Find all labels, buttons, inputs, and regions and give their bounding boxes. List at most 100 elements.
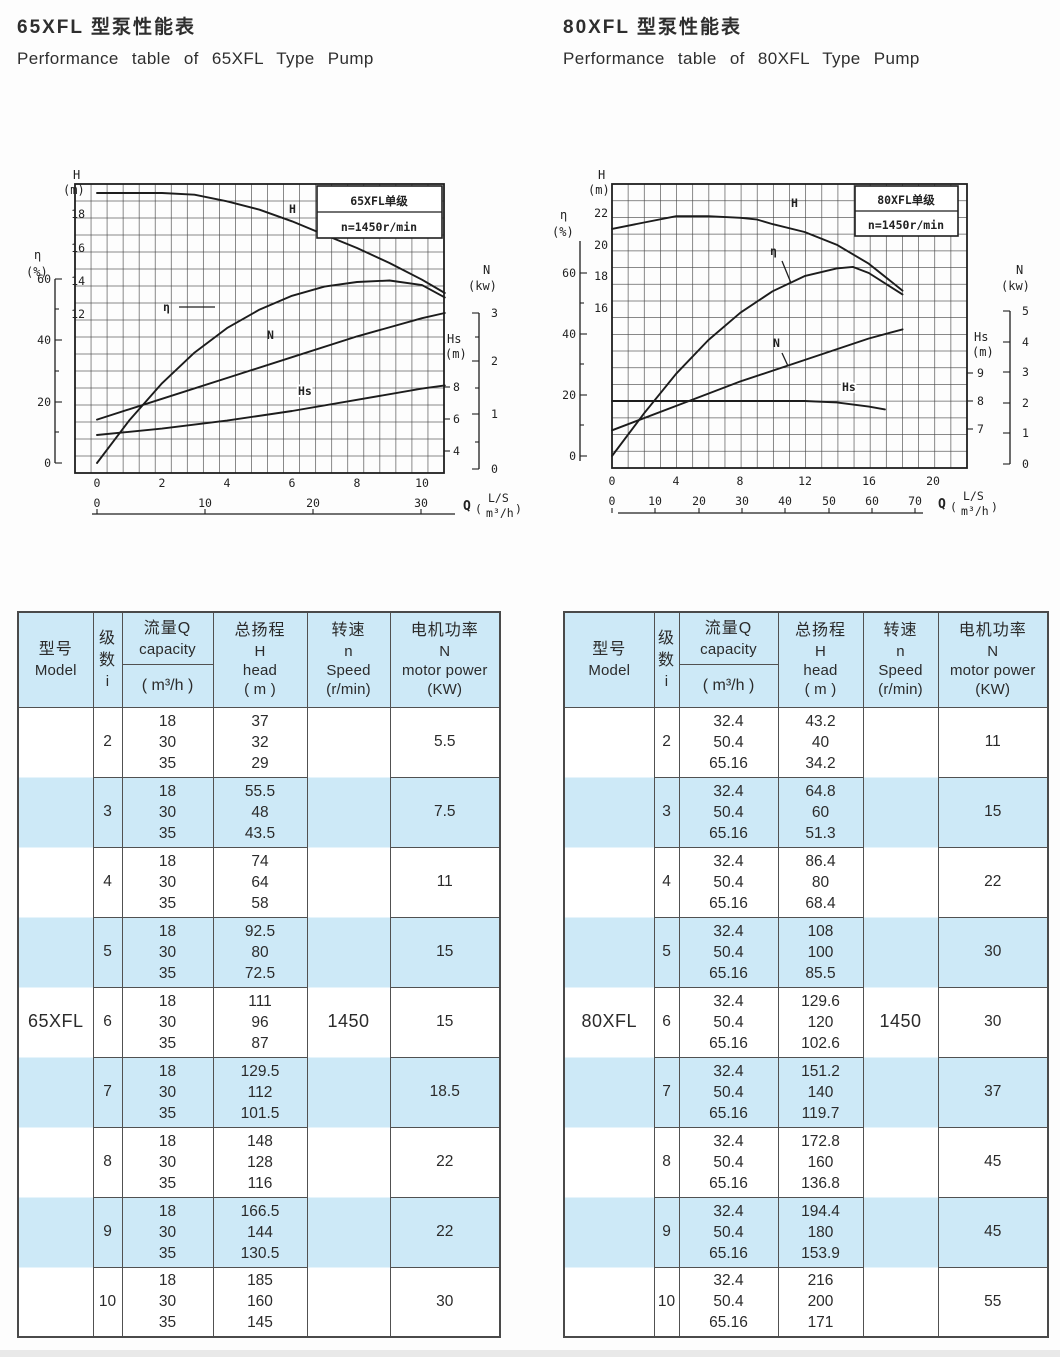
svg-text:3: 3	[1022, 365, 1029, 379]
x-axis-unit-paren-open: (	[475, 502, 482, 516]
table-row: 5 18 30 35 92.5 80 72.5 15	[18, 916, 501, 988]
svg-text:0: 0	[44, 456, 51, 470]
y-axis-ticks-Hs: 8 6 4	[453, 380, 460, 458]
y-axis-title-Hs: Hs(m)	[445, 332, 467, 361]
power-cell: 22	[389, 1196, 501, 1268]
svg-text:8: 8	[977, 394, 984, 408]
svg-text:3: 3	[491, 306, 498, 320]
curve-label-H: H	[289, 202, 296, 216]
capacity-cell: 18 30 35	[121, 1056, 214, 1128]
x-axis-ticks-m3h: 0 10 20 30 40 50 60 70	[609, 494, 922, 508]
stages-cell: 4	[653, 846, 680, 918]
head-cell: 166.5 144 130.5	[212, 1196, 308, 1268]
x-axis-title: Q	[938, 497, 946, 512]
svg-text:(m): (m)	[588, 183, 610, 197]
table-row: 10 18 30 35 185 160 145 30	[18, 1266, 501, 1338]
svg-text:20: 20	[306, 496, 320, 510]
chart-speed-label: n=1450r/min	[868, 218, 944, 232]
table-row: 8 32.4 50.4 65.16 172.8 160 136.8 45	[564, 1126, 1049, 1198]
x-axis-ticks-ls: 0 2 4 6 8 10	[94, 476, 429, 490]
svg-text:20: 20	[926, 474, 940, 488]
page-title-zh-65xfl: 65XFL 型泵性能表	[17, 17, 196, 38]
model-cell: 80XFL	[563, 706, 655, 1338]
capacity-cell: 32.4 50.4 65.16	[678, 1196, 779, 1268]
stages-cell: 9	[653, 1196, 680, 1268]
head-cell: 74 64 58	[212, 846, 308, 918]
svg-text:12: 12	[71, 307, 85, 321]
svg-text:(%): (%)	[26, 265, 48, 279]
svg-text:L/S: L/S	[963, 489, 984, 503]
curve-label-Hs: Hs	[842, 380, 856, 394]
section-65xfl: 65XFL 型泵性能表 Performance table of 65XFL T…	[17, 6, 537, 1338]
y-axis-title-Hs: Hs(m)	[972, 330, 994, 359]
page-title-zh-80xfl: 80XFL 型泵性能表	[563, 17, 742, 38]
header-model: 型号 Model	[563, 611, 655, 708]
table-body: 80XFL 2 32.4 50.4 65.16 43.2 40 34.2 1450 11 3 32.4…	[563, 706, 1049, 1338]
svg-text:(kw): (kw)	[468, 279, 497, 293]
header-speed: 转速 n Speed (r/min)	[862, 611, 939, 708]
speed-cell: 1450	[862, 706, 939, 1338]
head-cell: 129.5 112 101.5	[212, 1056, 308, 1128]
chart-title: 65XFL单级	[350, 194, 408, 208]
table-row: 3 18 30 35 55.5 48 43.5 7.5	[18, 776, 501, 848]
svg-text:H: H	[73, 168, 80, 182]
power-cell: 22	[389, 1126, 501, 1198]
table-row: 9 18 30 35 166.5 144 130.5 22	[18, 1196, 501, 1268]
svg-text:9: 9	[977, 366, 984, 380]
curve-label-N: N	[267, 328, 274, 342]
power-cell: 30	[937, 916, 1049, 988]
svg-text:70: 70	[908, 494, 922, 508]
x-axis-ruler-ticks	[96, 509, 422, 514]
y-axis-ticks-H: 18 16 14 12	[71, 207, 85, 321]
x-axis-title: Q	[463, 499, 471, 514]
hs-axis-tickmarks	[444, 386, 450, 452]
svg-text:16: 16	[594, 301, 608, 315]
stages-cell: 5	[92, 916, 123, 988]
header-capacity: 流量Q capacity	[678, 611, 779, 665]
x-axis-ticks-ls: 0 4 8 12 16 20	[609, 474, 940, 488]
stages-cell: 5	[653, 916, 680, 988]
x-axis-units: L/Sm³/h	[486, 491, 514, 520]
svg-text:4: 4	[1022, 335, 1029, 349]
svg-text:6: 6	[453, 412, 460, 426]
power-cell: 30	[937, 986, 1049, 1058]
svg-text:10: 10	[415, 476, 429, 490]
power-cell: 45	[937, 1126, 1049, 1198]
svg-text:m³/h: m³/h	[961, 504, 989, 518]
head-cell: 64.8 60 51.3	[777, 776, 864, 848]
curve-efficiency-eta	[96, 279, 446, 464]
svg-text:(m): (m)	[63, 183, 85, 197]
svg-text:4: 4	[453, 444, 460, 458]
svg-text:η: η	[34, 248, 41, 262]
x-axis-unit-paren-open: (	[950, 500, 957, 514]
table-row: 3 32.4 50.4 65.16 64.8 60 51.3 15	[564, 776, 1049, 848]
curve-label-Hs: Hs	[298, 384, 312, 398]
y-axis-title-H: H(m)	[588, 168, 610, 197]
svg-text:22: 22	[594, 206, 608, 220]
stages-cell: 7	[653, 1056, 680, 1128]
performance-chart-80xfl: H η N Hs 80XFL单级 n=1450r/min H(m) 222018…	[552, 168, 1030, 518]
stages-cell: 3	[653, 776, 680, 848]
power-cell: 11	[937, 706, 1049, 778]
header-capacity: 流量Q capacity	[121, 611, 214, 665]
y-axis-title-eta: η (%)	[26, 248, 48, 279]
capacity-cell: 18 30 35	[121, 1126, 214, 1198]
svg-text:0: 0	[94, 476, 101, 490]
head-cell: 185 160 145	[212, 1266, 308, 1338]
svg-text:η: η	[560, 208, 567, 222]
head-cell: 43.2 40 34.2	[777, 706, 864, 778]
capacity-cell: 18 30 35	[121, 776, 214, 848]
model-cell: 65XFL	[17, 706, 94, 1338]
power-cell: 45	[937, 1196, 1049, 1268]
speed-cell: 1450	[306, 706, 391, 1338]
svg-text:30: 30	[735, 494, 749, 508]
y-axis-ticks-N: 5 4 3 2 1 0	[1022, 304, 1029, 471]
curve-head-H	[96, 192, 446, 294]
eta-axis-tickmarks	[55, 278, 62, 464]
svg-text:4: 4	[224, 476, 231, 490]
